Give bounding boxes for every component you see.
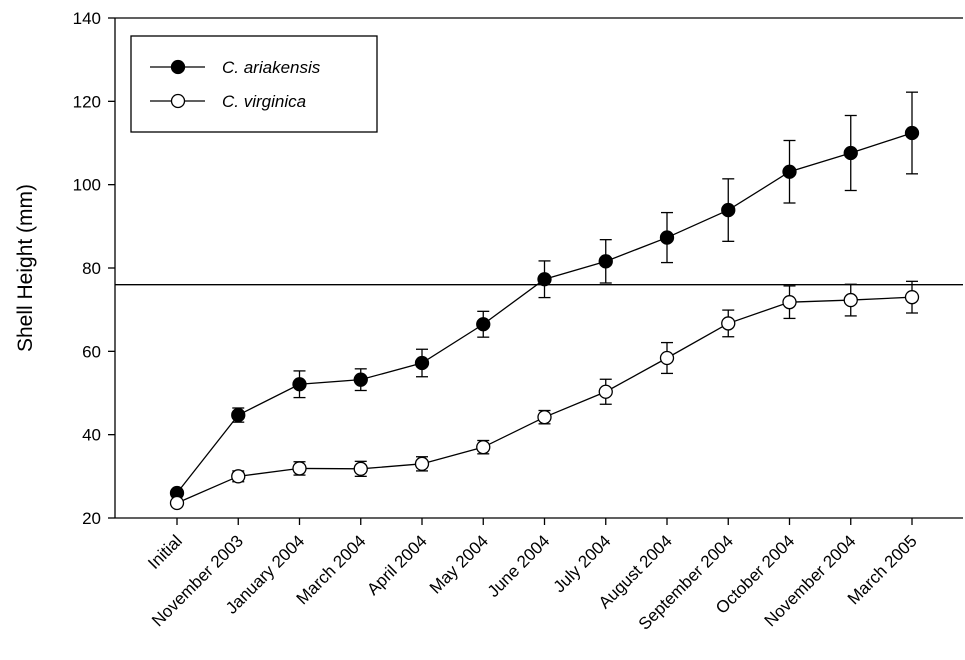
x-tick-label: April 2004 [363,531,431,599]
data-point [598,384,613,399]
data-point [659,230,675,245]
y-axis-title: Shell Height (mm) [14,184,37,352]
y-tick-label: 80 [82,259,101,278]
data-point [414,456,430,471]
legend-label-virginica: C. virginica [222,92,306,111]
data-point [231,469,246,484]
x-tick-label: July 2004 [550,531,615,596]
data-point [169,495,185,511]
y-tick-label: 100 [73,176,101,195]
legend-marker-ariakensis [170,59,186,75]
data-point [476,317,491,332]
data-point [537,410,552,425]
y-tick-label: 60 [82,342,101,361]
data-point [598,254,613,269]
data-point [843,145,858,161]
y-tick-label: 140 [73,9,101,28]
data-point [414,355,430,371]
legend-marker-virginica [170,93,186,109]
data-point [782,164,797,179]
series-virginica [169,280,920,511]
data-point [476,440,491,455]
series-line [176,296,913,504]
series-ariakensis [169,91,920,501]
data-point [353,461,368,476]
data-point [782,295,797,310]
data-point [292,377,307,392]
legend: C. ariakensis C. virginica [130,35,378,133]
data-point [659,350,675,366]
y-tick-label: 20 [82,509,101,528]
data-point [231,407,246,423]
y-tick-label: 120 [73,92,101,111]
data-point [721,316,736,331]
series-layer [169,91,920,511]
x-tick-label: Initial [144,531,185,572]
data-point [537,272,552,287]
x-tick-label: June 2004 [484,531,554,601]
legend-box [130,35,378,133]
data-point [353,372,368,387]
data-point [904,290,920,305]
data-point [292,461,307,476]
data-point [904,125,920,141]
legend-label-ariakensis: C. ariakensis [222,58,321,77]
series-line [176,132,913,494]
y-tick-label: 40 [82,426,101,445]
x-tick-label: May 2004 [426,531,492,597]
data-point [721,202,736,218]
data-point [843,292,858,308]
